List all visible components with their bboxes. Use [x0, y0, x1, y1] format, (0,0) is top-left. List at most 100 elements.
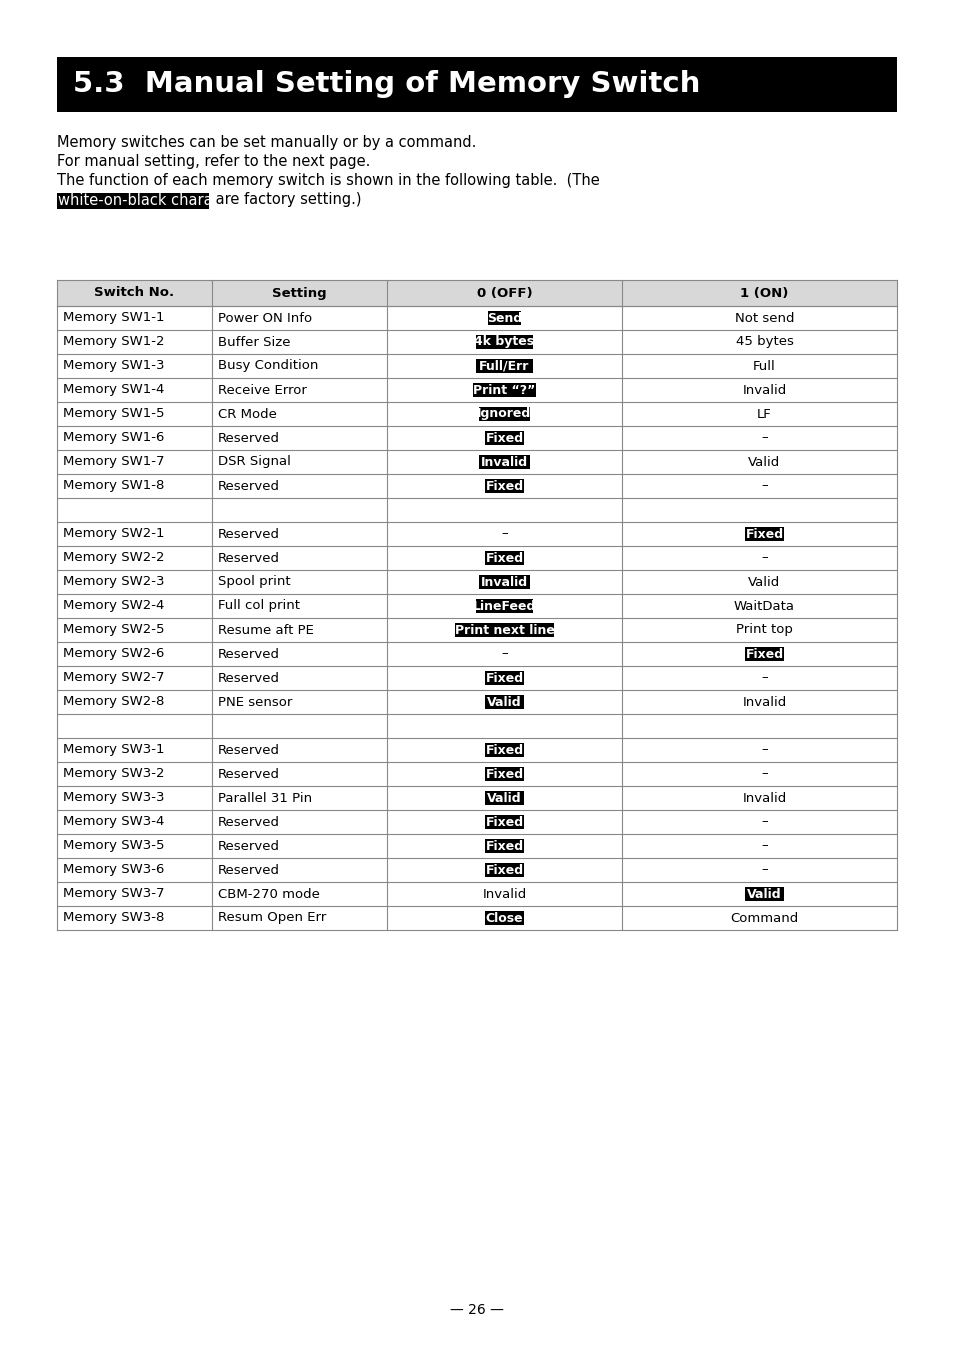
Text: Memory SW2-8: Memory SW2-8 [63, 695, 164, 708]
Text: Full col print: Full col print [218, 599, 299, 612]
Text: Memory SW1-4: Memory SW1-4 [63, 384, 164, 396]
Text: –: – [760, 768, 767, 780]
Text: Memory SW2-2: Memory SW2-2 [63, 552, 164, 565]
Bar [485, 671, 523, 685]
Text: Memory SW1-2: Memory SW1-2 [63, 335, 164, 349]
Bar [485, 911, 523, 925]
Text: Receive Error: Receive Error [218, 384, 307, 396]
Bar [57, 426, 896, 450]
Text: –: – [760, 864, 767, 876]
Bar [478, 456, 529, 469]
Text: Fixed: Fixed [485, 864, 523, 876]
Text: Fixed: Fixed [485, 480, 523, 492]
Bar [485, 744, 523, 757]
Text: –: – [760, 744, 767, 757]
Bar [57, 402, 896, 426]
Text: Memory SW1-3: Memory SW1-3 [63, 360, 164, 373]
Text: Fixed: Fixed [744, 527, 782, 541]
Bar [57, 57, 896, 112]
Text: Memory SW2-1: Memory SW2-1 [63, 527, 164, 541]
Bar [57, 379, 896, 402]
Bar [57, 834, 896, 859]
Bar [57, 690, 896, 714]
Bar [57, 714, 896, 738]
Bar [478, 575, 529, 589]
Text: Memory SW1-6: Memory SW1-6 [63, 431, 164, 445]
Text: Fixed: Fixed [485, 552, 523, 565]
Bar [744, 527, 783, 541]
Text: Switch No.: Switch No. [94, 287, 174, 300]
Text: Valid: Valid [747, 456, 780, 469]
Bar [485, 479, 523, 493]
Bar [57, 859, 896, 882]
Bar [57, 522, 896, 546]
Text: Memory SW3-1: Memory SW3-1 [63, 744, 164, 757]
Bar [57, 498, 896, 522]
Text: CBM-270 mode: CBM-270 mode [218, 887, 319, 900]
Text: –: – [760, 815, 767, 829]
Text: 4k bytes: 4k bytes [474, 335, 534, 349]
Text: Reserved: Reserved [218, 815, 280, 829]
Text: –: – [760, 480, 767, 492]
Text: –: – [500, 648, 507, 661]
Text: Fixed: Fixed [744, 648, 782, 661]
Text: Reserved: Reserved [218, 648, 280, 661]
Text: Valid: Valid [487, 695, 521, 708]
Bar [488, 311, 520, 324]
Bar [476, 360, 533, 373]
Bar [57, 546, 896, 571]
Text: Memory SW3-7: Memory SW3-7 [63, 887, 164, 900]
Bar [57, 280, 896, 306]
Text: Memory SW1-1: Memory SW1-1 [63, 311, 164, 324]
Text: Send: Send [486, 311, 521, 324]
Bar [57, 475, 896, 498]
Bar [485, 791, 523, 804]
Text: Memory switches can be set manually or by a command.: Memory switches can be set manually or b… [57, 135, 476, 150]
Bar [57, 354, 896, 379]
Bar [455, 623, 554, 637]
Text: Resume aft PE: Resume aft PE [218, 623, 314, 637]
Bar [485, 695, 523, 708]
Text: Memory SW3-5: Memory SW3-5 [63, 840, 164, 853]
Text: Memory SW2-7: Memory SW2-7 [63, 672, 164, 684]
Bar [57, 594, 896, 618]
Text: Invalid: Invalid [741, 695, 786, 708]
Text: Invalid: Invalid [480, 456, 528, 469]
Text: Valid: Valid [487, 791, 521, 804]
Bar [57, 618, 896, 642]
Bar [57, 571, 896, 594]
Text: Print top: Print top [736, 623, 792, 637]
Text: Memory SW2-4: Memory SW2-4 [63, 599, 164, 612]
Text: Memory SW2-5: Memory SW2-5 [63, 623, 164, 637]
Text: PNE sensor: PNE sensor [218, 695, 292, 708]
Text: Buffer Size: Buffer Size [218, 335, 291, 349]
Text: Invalid: Invalid [482, 887, 526, 900]
Bar [485, 431, 523, 445]
Text: Resum Open Err: Resum Open Err [218, 911, 326, 925]
Text: 5.3  Manual Setting of Memory Switch: 5.3 Manual Setting of Memory Switch [73, 70, 700, 99]
Bar [57, 330, 896, 354]
Text: Reserved: Reserved [218, 768, 280, 780]
Bar [744, 648, 783, 661]
Bar [485, 863, 523, 877]
Text: Reserved: Reserved [218, 840, 280, 853]
Text: Setting: Setting [272, 287, 327, 300]
Text: Full: Full [752, 360, 775, 373]
Text: Memory SW3-8: Memory SW3-8 [63, 911, 164, 925]
Text: Command: Command [730, 911, 798, 925]
Text: Fixed: Fixed [485, 768, 523, 780]
Text: Fixed: Fixed [485, 744, 523, 757]
Text: Print “?”: Print “?” [473, 384, 535, 396]
Text: 45 bytes: 45 bytes [735, 335, 793, 349]
Text: Invalid: Invalid [741, 791, 786, 804]
Bar [57, 193, 209, 210]
Bar [57, 306, 896, 330]
Text: Spool print: Spool print [218, 576, 291, 588]
Text: Valid: Valid [747, 576, 780, 588]
Text: Valid: Valid [746, 887, 781, 900]
Text: Reserved: Reserved [218, 431, 280, 445]
Text: For manual setting, refer to the next page.: For manual setting, refer to the next pa… [57, 154, 370, 169]
Text: Full/Err: Full/Err [478, 360, 529, 373]
Text: Close: Close [485, 911, 523, 925]
Text: Fixed: Fixed [485, 431, 523, 445]
